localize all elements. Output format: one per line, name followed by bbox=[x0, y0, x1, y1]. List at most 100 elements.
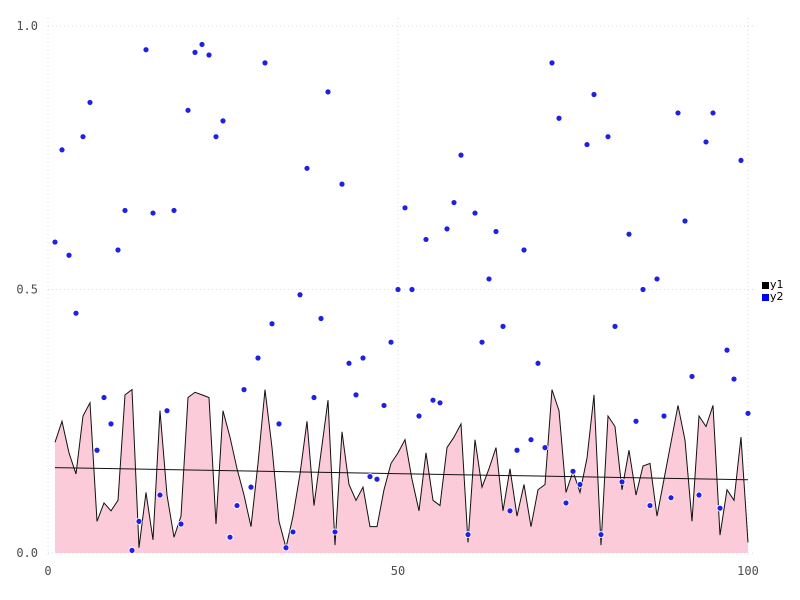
scatter-point bbox=[142, 46, 150, 54]
scatter-point bbox=[506, 507, 514, 515]
scatter-point bbox=[415, 412, 423, 420]
scatter-point bbox=[387, 338, 395, 346]
scatter-point bbox=[58, 146, 66, 154]
scatter-point bbox=[324, 88, 332, 96]
scatter-point bbox=[240, 386, 248, 394]
scatter-point bbox=[674, 109, 682, 117]
scatter-point bbox=[730, 375, 738, 383]
scatter-point bbox=[422, 236, 430, 243]
scatter-point bbox=[226, 533, 234, 541]
scatter-point bbox=[191, 48, 199, 56]
scatter-point bbox=[261, 59, 269, 67]
scatter-point bbox=[345, 359, 353, 367]
legend-swatch-y1 bbox=[762, 281, 769, 289]
scatter-point bbox=[667, 494, 675, 502]
scatter-point bbox=[457, 151, 465, 159]
scatter-point bbox=[114, 246, 122, 254]
scatter-point bbox=[660, 412, 668, 420]
scatter-point bbox=[723, 346, 731, 354]
legend: y1 y2 bbox=[762, 279, 784, 303]
scatter-point bbox=[576, 481, 584, 488]
scatter-point bbox=[632, 417, 640, 425]
scatter-point bbox=[86, 99, 94, 106]
scatter-point bbox=[590, 91, 598, 98]
scatter-point bbox=[128, 546, 136, 554]
legend-item-y1: y1 bbox=[762, 279, 784, 291]
scatter-point bbox=[198, 41, 206, 48]
area-series-y1 bbox=[55, 389, 748, 553]
scatter-point bbox=[639, 286, 647, 293]
scatter-point bbox=[429, 396, 437, 404]
scatter-point bbox=[695, 491, 703, 499]
scatter-point bbox=[513, 446, 521, 454]
scatter-point bbox=[534, 359, 542, 367]
y-tick-label: 0.5 bbox=[16, 283, 38, 297]
legend-label-y2: y2 bbox=[770, 290, 784, 303]
area-outline-y1 bbox=[54, 388, 749, 548]
scatter-point bbox=[247, 483, 255, 491]
scatter-point bbox=[709, 109, 717, 117]
scatter-point bbox=[702, 138, 710, 146]
y-tick-label: 1.0 bbox=[16, 19, 38, 33]
scatter-point bbox=[541, 444, 549, 452]
legend-item-y2: y2 bbox=[762, 291, 784, 303]
scatter-point bbox=[51, 238, 59, 246]
scatter-point bbox=[149, 209, 157, 217]
scatter-point bbox=[744, 409, 752, 417]
scatter-point bbox=[450, 199, 458, 206]
scatter-point bbox=[275, 420, 283, 428]
scatter-point bbox=[625, 230, 633, 238]
scatter-point bbox=[380, 402, 388, 409]
scatter-point bbox=[268, 320, 276, 328]
scatter-point bbox=[611, 322, 619, 330]
scatter-point bbox=[646, 502, 654, 509]
legend-label-y1: y1 bbox=[770, 278, 784, 291]
scatter-point bbox=[471, 209, 479, 217]
x-tick-label: 50 bbox=[391, 564, 405, 578]
scatter-point bbox=[716, 504, 724, 512]
scatter-point bbox=[233, 502, 241, 509]
scatter-point bbox=[303, 164, 311, 172]
scatter-point bbox=[443, 225, 451, 233]
scatter-point bbox=[177, 520, 185, 528]
scatter-point bbox=[72, 309, 80, 317]
scatter-point bbox=[492, 228, 500, 235]
scatter-point bbox=[478, 338, 486, 346]
y-tick-label: 0.0 bbox=[16, 546, 38, 560]
scatter-point bbox=[604, 133, 612, 141]
x-tick-label: 0 bbox=[44, 564, 51, 578]
scatter-point bbox=[65, 251, 73, 259]
scatter-point bbox=[569, 467, 577, 475]
scatter-point bbox=[338, 180, 346, 188]
scatter-point bbox=[331, 528, 339, 536]
x-tick-label: 100 bbox=[737, 564, 759, 578]
scatter-point bbox=[317, 315, 325, 322]
scatter-point bbox=[310, 394, 318, 401]
legend-swatch-y2 bbox=[762, 293, 769, 301]
scatter-point bbox=[79, 133, 87, 141]
scatter-point bbox=[548, 59, 556, 67]
scatter-point bbox=[135, 517, 143, 525]
scatter-point bbox=[100, 394, 108, 401]
scatter-point bbox=[289, 528, 297, 536]
scatter-point bbox=[681, 217, 689, 225]
scatter-point bbox=[737, 156, 745, 164]
scatter-point bbox=[107, 420, 115, 428]
scatter-point bbox=[163, 407, 171, 415]
scatter-point bbox=[359, 354, 367, 362]
scatter-point bbox=[464, 531, 472, 538]
scatter-point bbox=[653, 275, 661, 283]
scatter-point bbox=[212, 133, 220, 141]
scatter-point bbox=[184, 106, 192, 114]
scatter-point bbox=[254, 354, 262, 362]
scatter-point bbox=[352, 391, 360, 399]
scatter-point bbox=[93, 446, 101, 454]
scatter-point bbox=[499, 322, 507, 330]
scatter-point bbox=[394, 286, 402, 293]
scatter-point bbox=[401, 204, 409, 212]
trend-line bbox=[54, 467, 749, 481]
scatter-point bbox=[282, 544, 290, 552]
scatter-point bbox=[597, 531, 605, 538]
